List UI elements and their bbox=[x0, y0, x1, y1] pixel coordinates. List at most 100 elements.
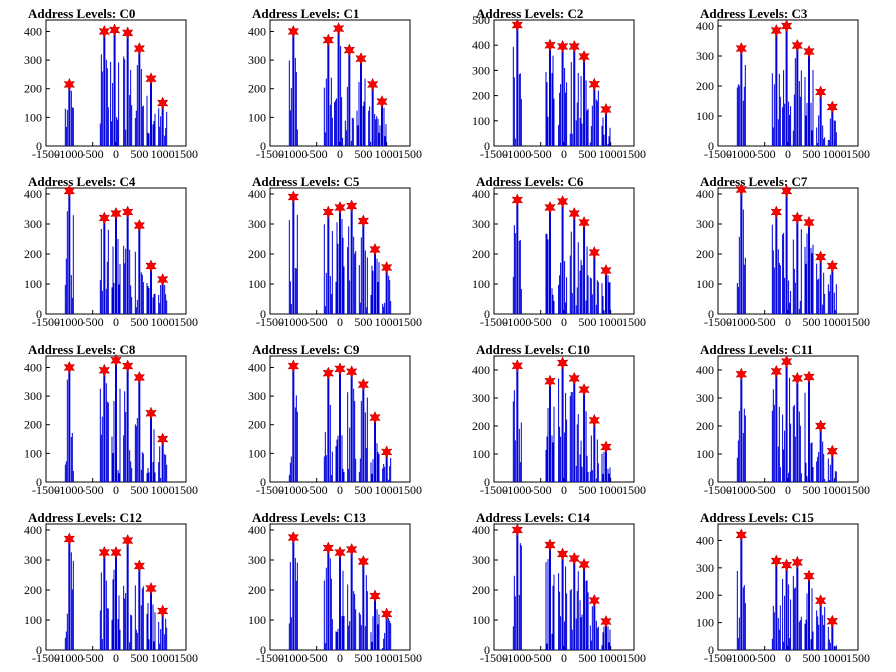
histogram-bar bbox=[331, 117, 333, 146]
histogram-bar bbox=[799, 96, 801, 146]
x-tick-label: -1500 bbox=[32, 651, 60, 665]
histogram-bar bbox=[829, 274, 831, 314]
histogram-bar bbox=[371, 473, 373, 482]
histogram-bar bbox=[65, 461, 67, 482]
chart-panel: Address Levels: C4 0 100 200 300 400 -1500-100… bbox=[24, 174, 198, 329]
histogram-bar bbox=[818, 451, 820, 482]
peak-marker bbox=[334, 545, 346, 560]
histogram-bar bbox=[125, 593, 127, 650]
histogram-bar bbox=[330, 578, 332, 650]
y-tick-label: 400 bbox=[696, 19, 714, 33]
histogram-bar bbox=[327, 548, 330, 650]
histogram-bar bbox=[65, 126, 67, 146]
x-tick-label: 1000 bbox=[151, 147, 175, 161]
histogram-bar bbox=[571, 629, 573, 650]
histogram-bar bbox=[106, 68, 108, 146]
histogram-bar bbox=[834, 310, 836, 314]
x-tick-label: -1000 bbox=[727, 651, 755, 665]
histogram-bar bbox=[736, 87, 738, 146]
peak-marker bbox=[511, 18, 524, 32]
peak-marker bbox=[826, 444, 839, 458]
histogram-bar bbox=[603, 451, 605, 482]
x-tick-label: -1500 bbox=[704, 651, 732, 665]
histogram-bar bbox=[340, 45, 342, 146]
peak-marker bbox=[380, 445, 393, 459]
histogram-bar bbox=[580, 259, 582, 314]
histogram-bar bbox=[591, 470, 593, 482]
histogram-bar bbox=[329, 104, 331, 146]
peak-marker bbox=[110, 353, 122, 367]
histogram-bar bbox=[292, 31, 295, 147]
histogram-bar bbox=[388, 617, 390, 650]
peak-marker bbox=[357, 214, 370, 228]
histogram-bar bbox=[569, 255, 571, 314]
histogram-bar bbox=[818, 278, 820, 314]
y-tick-label: 400 bbox=[248, 360, 266, 374]
histogram-bar bbox=[100, 54, 102, 146]
histogram-bar bbox=[570, 391, 572, 482]
histogram-bar bbox=[823, 453, 825, 482]
histogram-bar bbox=[294, 558, 296, 650]
chart-panel: Address Levels: C20100200300400500-1500-… bbox=[472, 6, 646, 161]
peak-marker bbox=[511, 359, 524, 373]
histogram-bar bbox=[71, 297, 73, 314]
histogram-bar bbox=[159, 643, 161, 650]
histogram-bar bbox=[570, 61, 572, 146]
x-tick-label: -500 bbox=[82, 483, 104, 497]
histogram-bar bbox=[390, 301, 392, 314]
y-tick-label: 300 bbox=[24, 553, 42, 567]
x-tick-label: 500 bbox=[130, 651, 148, 665]
histogram-bar bbox=[788, 472, 790, 482]
histogram-bar bbox=[586, 580, 588, 650]
histogram-bar bbox=[605, 621, 607, 650]
x-tick-label: 1000 bbox=[599, 315, 623, 329]
histogram-bar bbox=[342, 137, 344, 146]
histogram-bar bbox=[565, 92, 567, 146]
histogram-bar bbox=[343, 615, 345, 650]
peak-marker bbox=[133, 559, 146, 573]
panel-title: Address Levels: C2 bbox=[476, 6, 583, 21]
histogram-bar bbox=[827, 626, 829, 650]
histogram-bar bbox=[800, 473, 802, 482]
histogram-bar bbox=[336, 632, 338, 650]
histogram-bar bbox=[141, 274, 143, 314]
peak-marker bbox=[332, 21, 345, 36]
histogram-bar bbox=[134, 585, 136, 650]
histogram-bar bbox=[111, 619, 113, 650]
y-tick-label: 500 bbox=[472, 13, 490, 27]
histogram-bar bbox=[135, 110, 137, 146]
histogram-bar bbox=[119, 264, 121, 314]
x-tick-label: 1000 bbox=[823, 651, 847, 665]
histogram-bar bbox=[161, 611, 164, 650]
histogram-bar bbox=[743, 264, 745, 314]
histogram-bar bbox=[513, 390, 515, 482]
histogram-bar bbox=[605, 270, 607, 314]
histogram-bar bbox=[605, 109, 607, 146]
histogram-bar bbox=[154, 612, 156, 650]
histogram-bar bbox=[349, 280, 351, 314]
histogram-bar bbox=[376, 258, 378, 314]
y-tick-label: 100 bbox=[248, 277, 266, 291]
y-tick-label: 0 bbox=[36, 307, 42, 321]
chart-panel: Address Levels: C3 0 100 200 300 400 -1500-100… bbox=[696, 6, 870, 161]
histogram-bar bbox=[70, 90, 72, 146]
histogram-bar bbox=[566, 419, 568, 482]
histogram-bar bbox=[335, 281, 337, 314]
histogram-bar bbox=[788, 280, 790, 314]
histogram-bar bbox=[115, 360, 117, 482]
histogram-bar bbox=[558, 573, 560, 650]
histogram-bar bbox=[158, 294, 160, 314]
peak-marker bbox=[791, 38, 804, 53]
histogram-bar bbox=[585, 80, 587, 146]
y-tick-label: 400 bbox=[472, 38, 490, 52]
peak-marker bbox=[814, 419, 827, 433]
histogram-bar bbox=[160, 629, 162, 650]
x-tick-label: -1000 bbox=[503, 483, 531, 497]
histogram-bar bbox=[101, 416, 103, 482]
y-tick-label: 200 bbox=[24, 247, 42, 261]
peak-marker bbox=[544, 374, 556, 388]
histogram-bar bbox=[111, 121, 113, 146]
histogram-bar bbox=[827, 458, 829, 482]
histogram-bar bbox=[112, 579, 114, 650]
panel-title: Address Levels: C5 bbox=[252, 174, 360, 189]
